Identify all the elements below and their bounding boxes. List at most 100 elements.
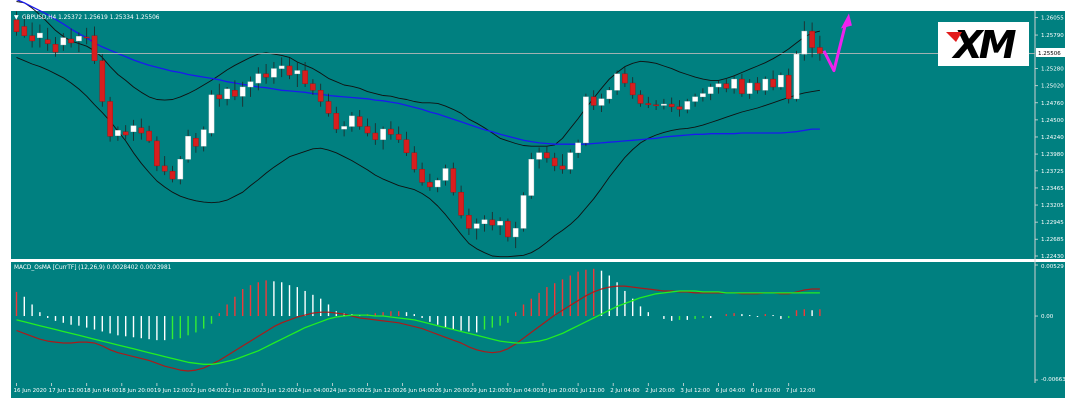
candle	[302, 62, 308, 87]
ma-line	[16, 0, 820, 145]
projection-arrow	[822, 13, 852, 73]
candle	[700, 88, 706, 102]
candle	[122, 125, 129, 140]
price-tick-label: 1.25020	[1041, 84, 1064, 90]
candle	[622, 67, 628, 87]
candle	[707, 83, 714, 101]
candle	[44, 27, 51, 51]
candle	[481, 215, 488, 232]
time-tick-label: 22 Jun 20:00	[224, 388, 259, 394]
arrow-head	[840, 13, 852, 29]
bear-candle-body	[629, 82, 636, 96]
bear-candle-body	[44, 39, 51, 44]
price-tick-label: 1.22945	[1041, 220, 1064, 226]
candle	[645, 96, 652, 109]
bear-candle-body	[83, 36, 90, 39]
bear-candle-body	[622, 73, 628, 84]
time-tick-label: 22 Jun 04:00	[189, 388, 224, 394]
candle	[754, 77, 761, 94]
time-tick-label: 18 Jun 04:00	[84, 388, 119, 394]
time-tick-label: 29 Jun 12:00	[470, 388, 505, 394]
bear-candle-body	[544, 152, 550, 159]
bear-candle-body	[263, 73, 269, 78]
bull-candle-body	[380, 128, 386, 140]
indicator-ticks: 0.00529 0.00 -0.00663	[1035, 264, 1066, 383]
candle	[606, 86, 613, 104]
indicator-pane[interactable]	[11, 262, 1035, 383]
time-ticks: 16 Jun 2020 17 Jun 12:00 18 Jun 04:00 18 Ju…	[14, 383, 816, 394]
candle	[536, 147, 542, 169]
candle	[505, 218, 511, 242]
candle	[497, 217, 503, 235]
bear-candle-body	[723, 83, 730, 89]
candle	[333, 106, 340, 134]
bear-candle-body	[169, 170, 176, 180]
bear-candle-body	[302, 70, 308, 84]
candle	[193, 133, 199, 153]
candle	[489, 211, 496, 231]
candle	[668, 97, 675, 112]
candle	[349, 111, 355, 132]
price-tick-label: 1.23725	[1041, 169, 1064, 175]
candle	[216, 83, 223, 107]
bear-candle-body	[21, 26, 28, 36]
price-tick-label: 1.25790	[1041, 33, 1064, 39]
candle	[778, 72, 784, 90]
bull-candle-body	[793, 53, 800, 100]
bull-candle-body	[115, 130, 121, 136]
candle	[263, 63, 269, 84]
candle	[801, 21, 808, 61]
bear-candle-body	[154, 140, 160, 167]
candle	[614, 70, 620, 95]
bull-candle-body	[684, 101, 691, 110]
candle	[224, 86, 230, 106]
bull-candle-body	[707, 86, 714, 94]
current-price-box	[1036, 48, 1065, 57]
bull-candle-body	[200, 129, 207, 147]
bear-candle-body	[161, 165, 168, 172]
xm-logo: XM	[938, 22, 1029, 67]
dropdown-icon[interactable]: ▼	[14, 14, 19, 21]
price-tick-label: 1.24760	[1041, 101, 1064, 107]
candle	[731, 75, 737, 94]
time-tick-label: 1 Jul 12:00	[575, 388, 605, 394]
indicator-info: MACD_OsMA [CurrTF] (12,26,9) 0.0028402 0…	[14, 265, 172, 271]
bollinger-upper	[16, 1, 821, 147]
candle	[637, 90, 644, 107]
candle	[380, 126, 386, 150]
candle	[52, 37, 59, 57]
bull-candle-body	[606, 90, 613, 100]
bull-candle-body	[778, 74, 784, 88]
candle	[200, 126, 207, 152]
bull-candle-body	[130, 125, 137, 132]
indicator-tick-label: -0.00663	[1041, 377, 1066, 383]
osma-histogram	[15, 268, 821, 341]
candle	[692, 93, 698, 107]
bear-candle-body	[395, 134, 402, 140]
bear-candle-body	[52, 44, 59, 53]
bear-candle-body	[668, 103, 675, 107]
time-tick-label: 6 Jul 04:00	[716, 388, 746, 394]
candle	[372, 123, 379, 145]
bear-candle-body	[754, 82, 761, 91]
bear-candle-body	[13, 19, 20, 32]
bear-candle-body	[193, 138, 199, 147]
bull-candle-body	[76, 36, 82, 42]
bull-candle-body	[434, 180, 441, 188]
bear-candle-body	[653, 104, 659, 106]
bear-candle-body	[411, 152, 418, 170]
bear-candle-body	[645, 103, 652, 105]
bull-candle-body	[661, 103, 667, 106]
candle	[60, 33, 67, 51]
bull-candle-body	[583, 96, 589, 144]
candle	[419, 162, 425, 186]
macd-line	[16, 285, 820, 372]
bear-candle-body	[419, 168, 425, 183]
candle	[785, 68, 792, 104]
bear-candle-body	[809, 30, 815, 48]
bull-candle-body	[614, 73, 620, 91]
bull-candle-body	[575, 142, 581, 153]
candle	[715, 80, 722, 94]
